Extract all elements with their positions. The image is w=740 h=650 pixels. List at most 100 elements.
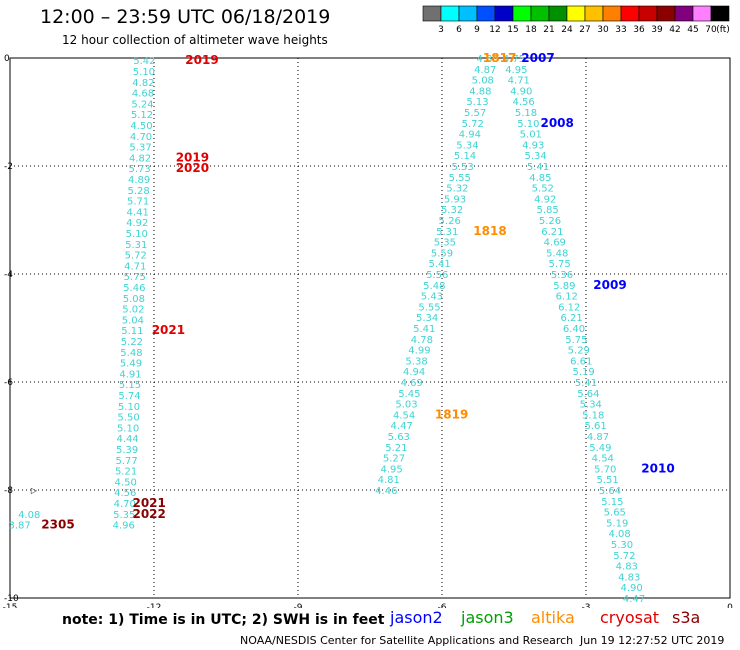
swh-value: 4.56 xyxy=(512,97,534,108)
swh-value: 5.57 xyxy=(464,108,486,119)
pass-time-label: 2021 xyxy=(132,496,165,510)
swh-value: 5.64 xyxy=(577,389,599,400)
swh-value: 4.44 xyxy=(116,434,138,445)
swh-value: 5.30 xyxy=(611,540,633,551)
swh-value: 5.01 xyxy=(520,130,542,141)
swh-value: 5.32 xyxy=(446,184,468,195)
swh-value: 5.15 xyxy=(119,380,141,391)
track-marker: ▷ xyxy=(31,486,38,495)
swh-value: 4.41 xyxy=(127,207,149,218)
colorbar-label: 36 xyxy=(633,25,645,35)
swh-value: 4.69 xyxy=(401,378,423,389)
swh-value: 5.10 xyxy=(133,67,155,78)
swh-value: 5.73 xyxy=(128,164,150,175)
swh-value: 4.88 xyxy=(469,86,491,97)
swh-value: 5.29 xyxy=(568,346,590,357)
swh-value: 5.36 xyxy=(551,270,573,281)
swh-value: 4.90 xyxy=(510,86,532,97)
swh-value: 5.72 xyxy=(613,551,635,562)
swh-value: 5.65 xyxy=(604,508,626,519)
swh-value: 5.49 xyxy=(120,359,142,370)
swh-value: 5.53 xyxy=(452,162,474,173)
swh-value: 5.75 xyxy=(548,259,570,270)
swh-value: 4.95 xyxy=(505,65,527,76)
swh-value: 4.56 xyxy=(114,488,136,499)
swh-value: 5.08 xyxy=(472,76,494,87)
swh-value: 4.54 xyxy=(592,454,614,465)
y-tick-label: -6 xyxy=(4,378,13,388)
colorbar-label: 24 xyxy=(561,25,573,35)
swh-value: 5.31 xyxy=(436,227,458,238)
swh-value: 4.47 xyxy=(623,594,645,605)
swh-value: 4.50 xyxy=(130,121,152,132)
swh-value: 5.52 xyxy=(532,184,554,195)
swh-value: 5.93 xyxy=(444,194,466,205)
swh-value: 5.55 xyxy=(418,302,440,313)
swh-value: 5.48 xyxy=(120,348,142,359)
swh-value: 5.04 xyxy=(122,315,144,326)
swh-value: 6.61 xyxy=(570,356,592,367)
x-tick-label: -9 xyxy=(294,603,303,608)
swh-value: 5.75 xyxy=(124,272,146,283)
colorbar-label: 21 xyxy=(543,25,554,35)
swh-value: 4.46 xyxy=(375,486,397,497)
y-tick-label: -8 xyxy=(4,486,13,496)
y-tick-label: -10 xyxy=(4,594,19,604)
legend-cryosat: cryosat xyxy=(600,608,660,627)
swh-value: 5.43 xyxy=(421,292,443,303)
colorbar-label: 18 xyxy=(525,25,537,35)
swh-value: 5.41 xyxy=(428,259,450,270)
swh-value: 5.24 xyxy=(131,99,153,110)
swh-value: 5.75 xyxy=(565,335,587,346)
swh-value: 4.69 xyxy=(544,238,566,249)
swh-value: 5.19 xyxy=(572,367,594,378)
swh-value: 5.18 xyxy=(582,410,604,421)
swh-value: 5.45 xyxy=(398,389,420,400)
legend-row: note: 1) Time is in UTC; 2) SWH is in fe… xyxy=(0,608,740,632)
swh-value: 4.96 xyxy=(113,521,135,532)
swh-value: 5.85 xyxy=(536,205,558,216)
swh-value: 5.49 xyxy=(589,443,611,454)
footer-timestamp: Jun 19 12:27:52 UTC 2019 xyxy=(580,634,725,647)
pass-time-label: 1817 xyxy=(483,51,516,65)
swh-value: 5.48 xyxy=(546,248,568,259)
swh-value: 5.72 xyxy=(462,119,484,130)
x-tick-label: -6 xyxy=(438,603,447,608)
colorbar-label: 33 xyxy=(615,25,626,35)
colorbar-label: 27 xyxy=(579,25,590,35)
swh-value: 3.87 xyxy=(8,521,30,532)
swh-value: 5.61 xyxy=(584,421,606,432)
swh-value: 5.34 xyxy=(524,151,546,162)
swh-value: 5.21 xyxy=(115,467,137,478)
swh-value: 5.56 xyxy=(426,270,448,281)
swh-value: 5.26 xyxy=(539,216,561,227)
swh-value: 5.63 xyxy=(388,432,410,443)
swh-value: 5.12 xyxy=(131,110,153,121)
swh-value: 4.82 xyxy=(129,153,151,164)
swh-value: 5.08 xyxy=(123,294,145,305)
swh-value: 5.10 xyxy=(118,402,140,413)
page-subtitle: 12 hour collection of altimeter wave hei… xyxy=(62,33,328,47)
y-tick-label: -2 xyxy=(4,162,13,172)
swh-value: 5.15 xyxy=(601,497,623,508)
swh-value: 5.26 xyxy=(439,216,461,227)
pass-time-label: 2021 xyxy=(152,323,185,337)
swh-value: 4.68 xyxy=(132,89,154,100)
pass-time-label: 2009 xyxy=(593,278,626,292)
swh-value: 5.55 xyxy=(449,173,471,184)
swh-value: 4.71 xyxy=(508,76,530,87)
swh-value: 6.12 xyxy=(558,302,580,313)
legend-s3a: s3a xyxy=(672,608,701,627)
swh-value: 4.70 xyxy=(114,499,136,510)
swh-value: 4.81 xyxy=(378,475,400,486)
swh-value: 4.92 xyxy=(126,218,148,229)
swh-value: 5.50 xyxy=(117,413,139,424)
swh-value: 5.59 xyxy=(431,248,453,259)
legend-note: note: 1) Time is in UTC; 2) SWH is in fe… xyxy=(62,612,385,628)
swh-value: 5.22 xyxy=(121,337,143,348)
swh-value: 5.35 xyxy=(113,510,135,521)
plot-frame xyxy=(9,57,731,599)
swh-value: 4.08 xyxy=(18,510,40,521)
swh-value: 5.70 xyxy=(594,464,616,475)
swh-value: 5.38 xyxy=(405,356,427,367)
